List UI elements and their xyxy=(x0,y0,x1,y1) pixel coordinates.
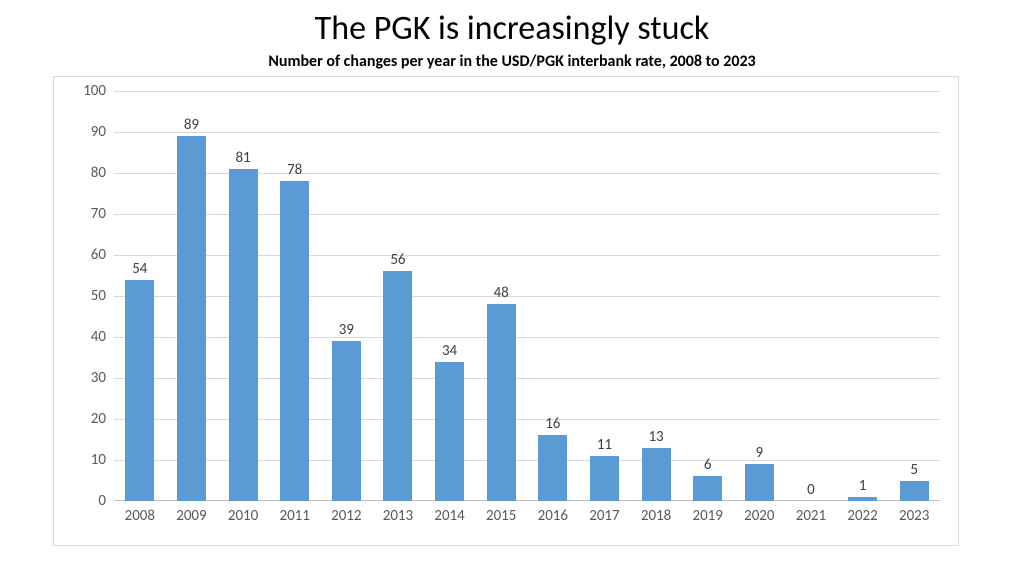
chart-plot-area: 0102030405060708090100542008892009812010… xyxy=(114,91,940,501)
chart-data-label: 81 xyxy=(235,149,250,167)
chart-xtick-label: 2020 xyxy=(744,501,774,525)
chart-ytick-label: 50 xyxy=(91,287,114,305)
chart-data-label: 0 xyxy=(807,481,815,499)
chart-gridline xyxy=(114,132,940,133)
chart-ytick-label: 90 xyxy=(91,123,114,141)
chart-data-label: 11 xyxy=(597,436,612,454)
chart-xtick-label: 2008 xyxy=(125,501,155,525)
chart-gridline xyxy=(114,91,940,92)
chart-data-label: 89 xyxy=(184,116,199,134)
chart-data-label: 13 xyxy=(648,428,663,446)
chart-bar xyxy=(900,481,929,502)
chart-bar xyxy=(177,136,206,501)
chart-xtick-label: 2021 xyxy=(796,501,826,525)
chart-ytick-label: 30 xyxy=(91,369,114,387)
chart-data-label: 9 xyxy=(756,444,764,462)
chart-ytick-label: 40 xyxy=(91,328,114,346)
chart-xtick-label: 2014 xyxy=(434,501,464,525)
chart-ytick-label: 10 xyxy=(91,451,114,469)
slide-title: The PGK is increasingly stuck xyxy=(0,8,1024,49)
chart-xtick-label: 2013 xyxy=(383,501,413,525)
chart-bar xyxy=(383,271,412,501)
chart-xtick-label: 2019 xyxy=(692,501,722,525)
chart-bar xyxy=(435,362,464,501)
chart-bar xyxy=(745,464,774,501)
chart-ytick-label: 60 xyxy=(91,246,114,264)
chart-data-label: 1 xyxy=(859,477,867,495)
chart-bar xyxy=(125,280,154,501)
chart-xtick-label: 2010 xyxy=(228,501,258,525)
chart-ytick-label: 0 xyxy=(98,492,114,510)
chart-bar xyxy=(538,435,567,501)
chart-bar xyxy=(229,169,258,501)
chart-data-label: 56 xyxy=(390,251,405,269)
chart-bar xyxy=(590,456,619,501)
chart-ytick-label: 70 xyxy=(91,205,114,223)
chart-data-label: 16 xyxy=(545,415,560,433)
chart-xtick-label: 2012 xyxy=(331,501,361,525)
slide: The PGK is increasingly stuck Number of … xyxy=(0,0,1024,576)
chart-frame: 0102030405060708090100542008892009812010… xyxy=(53,76,959,546)
chart-xtick-label: 2016 xyxy=(538,501,568,525)
chart-data-label: 39 xyxy=(339,321,354,339)
chart-ytick-label: 20 xyxy=(91,410,114,428)
chart-data-label: 78 xyxy=(287,161,302,179)
chart-data-label: 6 xyxy=(704,456,712,474)
chart-bar xyxy=(280,181,309,501)
chart-bar xyxy=(487,304,516,501)
chart-bar xyxy=(332,341,361,501)
chart-data-label: 34 xyxy=(442,342,457,360)
chart-xtick-label: 2009 xyxy=(176,501,206,525)
chart-ytick-label: 100 xyxy=(83,82,114,100)
chart-data-label: 54 xyxy=(132,260,147,278)
chart-xtick-label: 2011 xyxy=(279,501,309,525)
chart-data-label: 48 xyxy=(494,284,509,302)
slide-subtitle: Number of changes per year in the USD/PG… xyxy=(0,52,1024,71)
chart-xtick-label: 2017 xyxy=(589,501,619,525)
chart-data-label: 5 xyxy=(910,461,918,479)
chart-xtick-label: 2015 xyxy=(486,501,516,525)
chart-bar xyxy=(693,476,722,501)
chart-ytick-label: 80 xyxy=(91,164,114,182)
chart-bar xyxy=(642,448,671,501)
chart-xtick-label: 2022 xyxy=(847,501,877,525)
chart-xtick-label: 2023 xyxy=(899,501,929,525)
chart-xtick-label: 2018 xyxy=(641,501,671,525)
